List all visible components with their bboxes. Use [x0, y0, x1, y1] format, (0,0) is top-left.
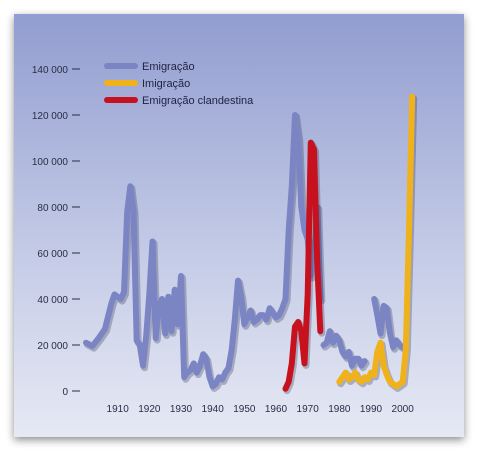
x-tick-label: 1910 [107, 404, 130, 415]
y-tick-label: 80 000 [37, 203, 68, 214]
x-tick-label: 1920 [138, 404, 161, 415]
legend: Emigração Imigração Emigração clandestina [104, 61, 254, 107]
series-line-emigracao [83, 112, 324, 390]
plot-background [14, 14, 464, 437]
x-tick-label: 1950 [233, 404, 256, 415]
x-tick-label: 1970 [297, 404, 320, 415]
y-tick-label: 100 000 [32, 157, 69, 168]
x-tick-label: 1990 [360, 404, 383, 415]
x-tick-label: 1960 [265, 404, 288, 415]
y-tick-label: 40 000 [37, 295, 68, 306]
series-line-emigracao-clandestina [282, 139, 324, 392]
x-tick-label: 1930 [170, 404, 193, 415]
y-axis: 0 20 000 40 000 60 000 80 000 100 000 120 000 1… [32, 65, 80, 398]
y-tick-label: 140 000 [32, 65, 69, 76]
line-chart: 0 20 000 40 000 60 000 80 000 100 000 120 000 1… [14, 14, 464, 437]
legend-label-emigracao: Emigração [142, 61, 195, 73]
series-line-emigracao [320, 328, 368, 369]
x-tick-label: 1940 [202, 404, 225, 415]
series-lines [83, 93, 418, 395]
x-tick-label: 1980 [328, 404, 351, 415]
x-axis: 1910 1920 1930 1940 1950 1960 1970 1980 1990 2000 [107, 404, 415, 415]
y-tick-label: 20 000 [37, 341, 68, 352]
legend-label-emigracao-clandestina: Emigração clandestina [142, 95, 254, 107]
series-line-emigracao [371, 296, 406, 351]
y-tick-label: 0 [62, 387, 68, 398]
y-tick-label: 60 000 [37, 249, 68, 260]
chart-frame: 0 20 000 40 000 60 000 80 000 100 000 120 000 1… [14, 14, 464, 437]
y-tick-label: 120 000 [32, 111, 69, 122]
series-line-imigracao [336, 93, 416, 390]
x-tick-label: 2000 [392, 404, 415, 415]
legend-label-imigracao: Imigração [142, 78, 190, 90]
